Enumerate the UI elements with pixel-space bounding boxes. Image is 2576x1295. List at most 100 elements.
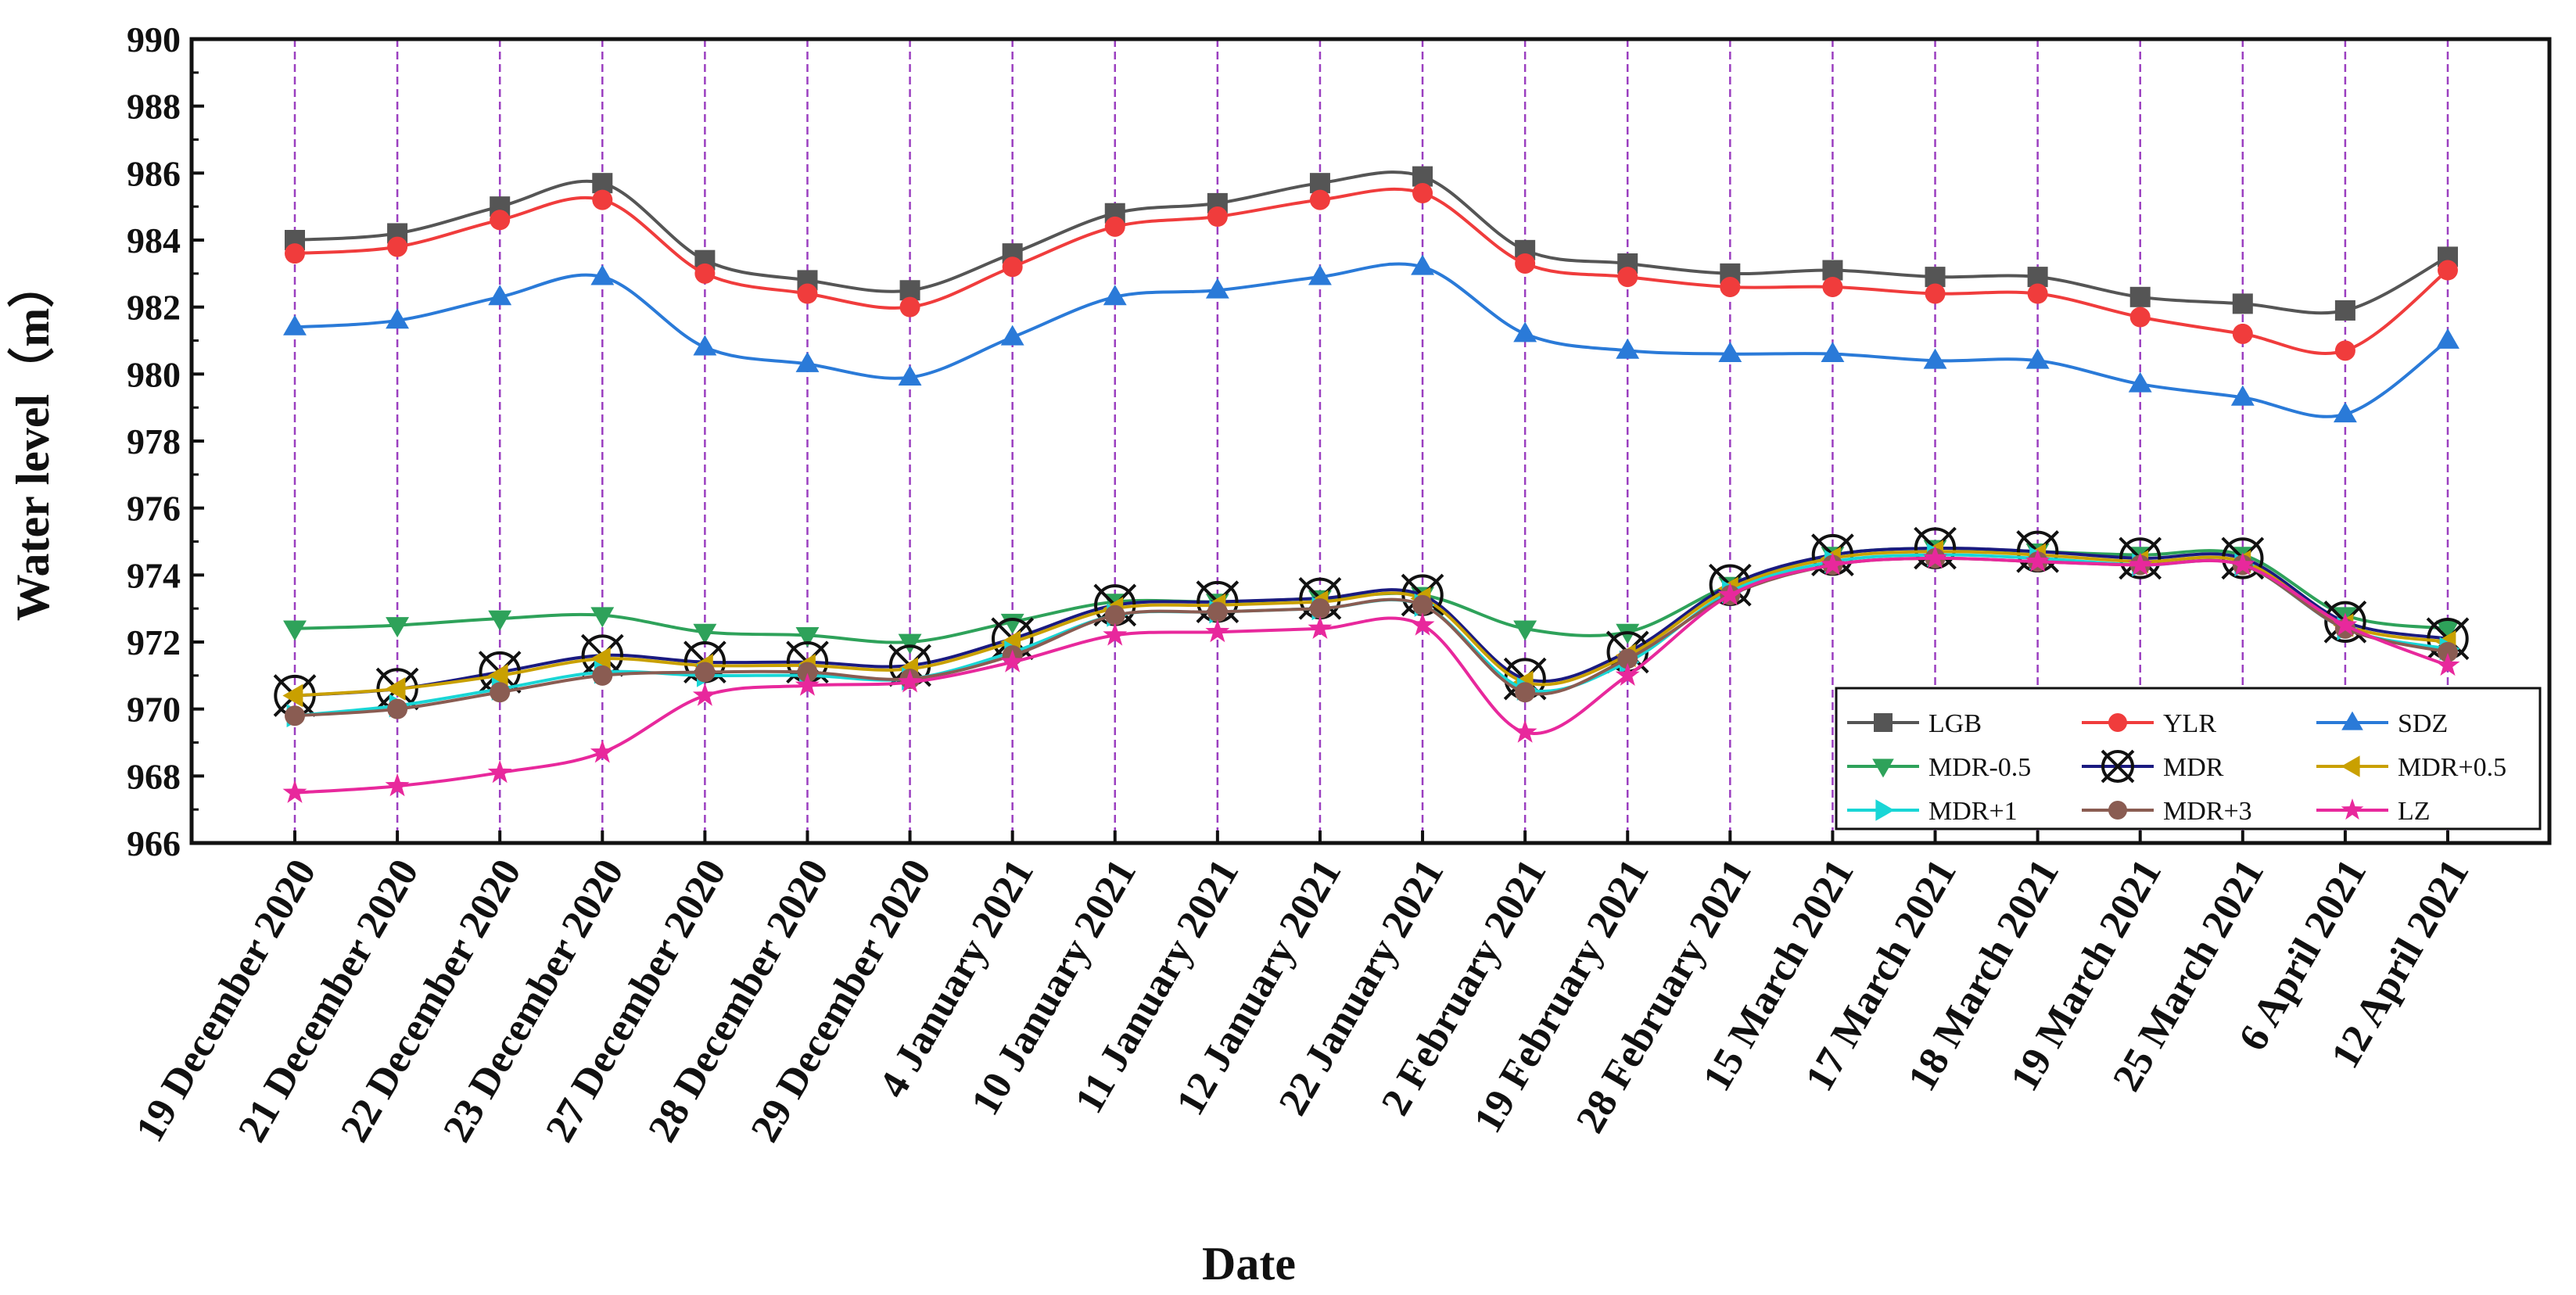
x-axis-title: Date xyxy=(1202,1238,1296,1290)
series-line xyxy=(294,262,2449,418)
data-point xyxy=(2025,549,2050,572)
legend-label: MDR xyxy=(2163,753,2224,782)
data-point xyxy=(2436,328,2459,349)
data-point xyxy=(2334,300,2355,321)
legend-label: MDR+3 xyxy=(2163,797,2252,826)
data-point xyxy=(590,264,615,285)
legend-label: YLR xyxy=(2163,709,2216,738)
y-tick-label: 976 xyxy=(127,489,181,529)
legend-marker xyxy=(2108,713,2127,732)
legend-label: LGB xyxy=(1928,709,1982,738)
data-point xyxy=(1309,598,1330,619)
data-point xyxy=(2334,340,2355,361)
data-point xyxy=(2128,371,2152,393)
data-point xyxy=(795,627,820,648)
y-tick-label: 970 xyxy=(127,690,181,730)
data-point xyxy=(797,283,818,304)
legend-label: MDR+0.5 xyxy=(2398,753,2506,782)
data-point xyxy=(898,633,922,655)
y-tick-label: 988 xyxy=(127,87,181,127)
legend: LGB YLR SDZ MDR-0.5 MDR MDR+0.5 MDR+1 MDR+3 LZ xyxy=(1835,687,2542,830)
data-point xyxy=(590,647,611,671)
data-point xyxy=(283,620,307,641)
data-point xyxy=(1617,267,1638,288)
data-point xyxy=(1515,682,1536,703)
data-point xyxy=(1923,348,1947,369)
legend-item: MDR+0.5 xyxy=(2316,753,2506,782)
data-point xyxy=(1103,285,1127,306)
data-point xyxy=(1513,620,1537,641)
x-tick-label: 27 December 2020 xyxy=(537,852,734,1150)
legend-label: LZ xyxy=(2398,797,2431,826)
data-point xyxy=(2230,385,2255,406)
data-point xyxy=(2232,323,2253,344)
data-point xyxy=(2436,620,2459,641)
data-point xyxy=(1515,253,1536,274)
data-point xyxy=(488,285,512,306)
data-point xyxy=(2230,552,2255,576)
data-point xyxy=(1411,254,1434,275)
data-point xyxy=(2435,652,2460,676)
legend-item: MDR+1 xyxy=(1847,797,2018,826)
data-point xyxy=(490,210,511,231)
data-point xyxy=(2333,612,2358,636)
legend-marker xyxy=(1874,713,1893,732)
legend-item: MDR-0.5 xyxy=(1847,753,2031,782)
data-point xyxy=(1925,283,1946,304)
data-point xyxy=(692,683,717,706)
series-line xyxy=(294,187,2449,355)
data-point xyxy=(2129,307,2151,328)
data-point xyxy=(387,698,408,719)
data-point xyxy=(694,662,716,683)
data-point xyxy=(1308,615,1333,639)
data-point xyxy=(285,243,305,264)
legend-marker xyxy=(2101,749,2135,784)
legend-label: MDR+1 xyxy=(1928,797,2018,826)
y-tick-label: 990 xyxy=(127,20,181,59)
data-point xyxy=(1002,256,1023,278)
data-point xyxy=(2438,641,2458,662)
series-layer xyxy=(273,166,2470,803)
data-point xyxy=(693,623,717,644)
legend-marker xyxy=(1872,759,1894,778)
data-point xyxy=(1718,342,1742,363)
series-lgb xyxy=(285,166,2458,321)
legend-marker xyxy=(2341,755,2360,777)
legend-item: YLR xyxy=(2082,709,2216,738)
series-lz xyxy=(282,545,2460,803)
legend-marker xyxy=(2341,798,2364,820)
series-line xyxy=(294,550,2449,698)
data-point xyxy=(1412,594,1433,615)
data-point xyxy=(1617,648,1638,669)
data-point xyxy=(385,677,406,701)
data-point xyxy=(385,773,410,797)
data-point xyxy=(592,189,613,210)
data-point xyxy=(1104,216,1125,237)
x-tick-label: 21 December 2020 xyxy=(230,852,427,1150)
data-point xyxy=(282,780,307,803)
legend-item: MDR+3 xyxy=(2082,797,2252,826)
data-point xyxy=(693,335,717,356)
data-point xyxy=(487,759,512,784)
data-point xyxy=(387,236,408,257)
data-point xyxy=(1000,649,1025,673)
x-tick-label: 19 December 2020 xyxy=(127,852,325,1150)
data-point xyxy=(1207,601,1228,622)
x-tick-label: 23 December 2020 xyxy=(435,852,632,1150)
data-point xyxy=(1309,189,1330,210)
data-point xyxy=(1000,325,1024,346)
data-point xyxy=(1412,183,1433,204)
data-point xyxy=(899,296,920,317)
data-point xyxy=(590,740,615,763)
data-point xyxy=(592,665,613,686)
data-point xyxy=(797,662,818,683)
data-point xyxy=(386,308,410,329)
data-point xyxy=(795,351,820,372)
data-point xyxy=(2129,286,2151,307)
y-tick-label: 972 xyxy=(127,622,181,662)
y-tick-label: 982 xyxy=(127,288,181,328)
series-ylr xyxy=(285,183,2458,361)
data-point xyxy=(2128,552,2153,576)
data-point xyxy=(694,263,716,284)
